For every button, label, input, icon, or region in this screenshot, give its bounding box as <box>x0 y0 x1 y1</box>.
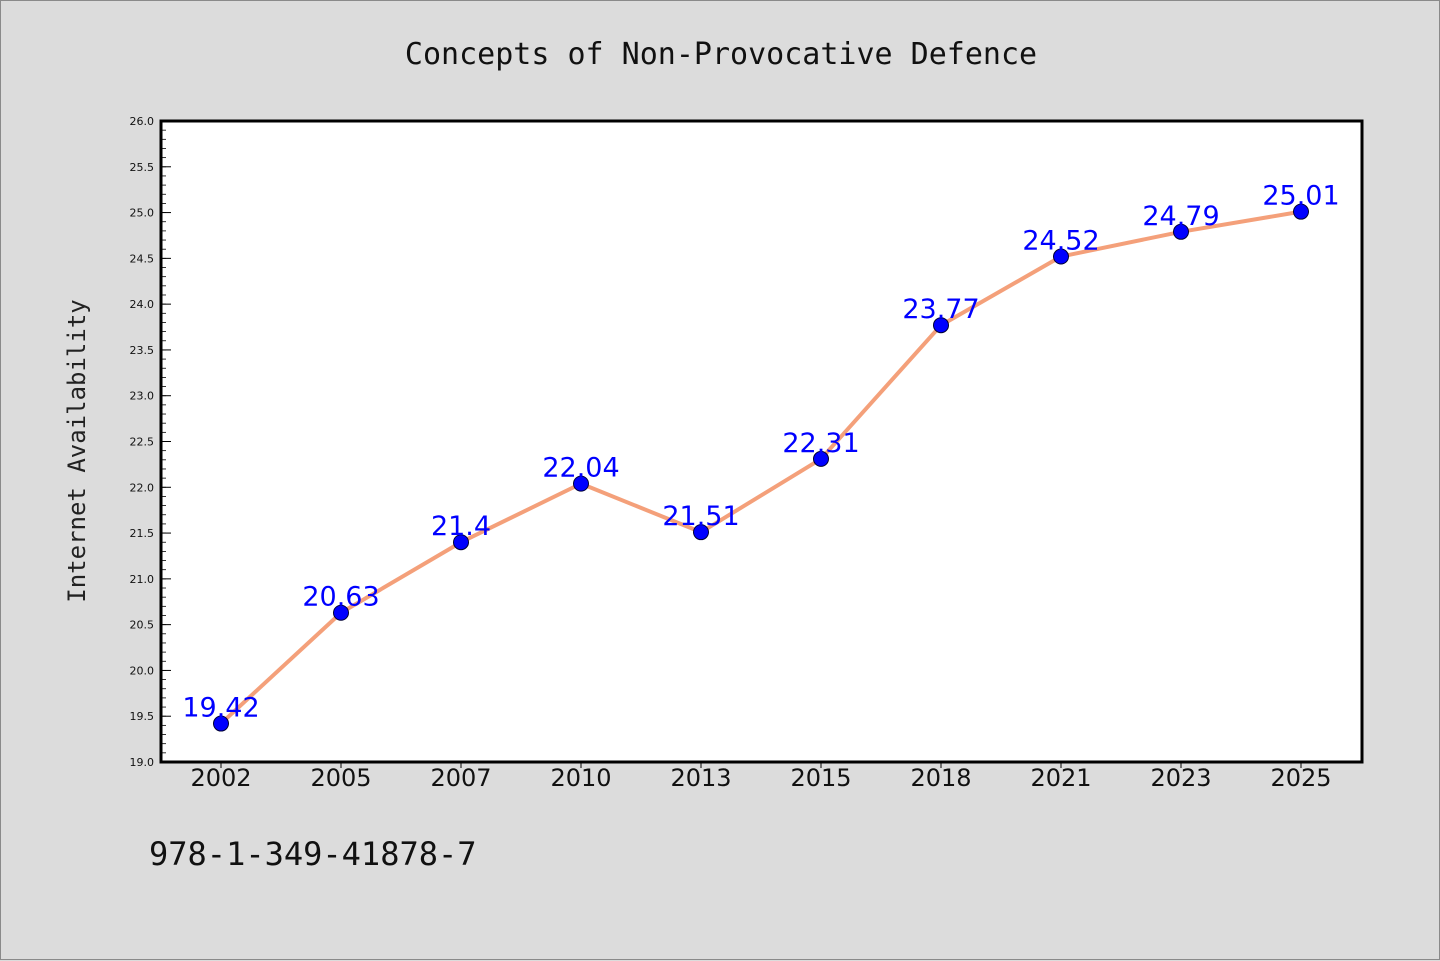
isbn-footer: 978-1-349-41878-7 <box>149 835 477 873</box>
series-line <box>219 209 1303 726</box>
y-tick-label: 22.5 <box>130 436 155 449</box>
data-label: 24.52 <box>1022 226 1099 257</box>
y-tick-label: 25.0 <box>130 207 155 220</box>
y-tick-label: 26.0 <box>130 115 155 128</box>
x-tick-label: 2025 <box>1270 764 1331 792</box>
data-point <box>693 524 709 541</box>
plot-area <box>159 119 1364 764</box>
y-tick-label: 24.0 <box>130 298 155 311</box>
y-tick-label: 23.5 <box>130 344 155 357</box>
data-point <box>1053 248 1069 265</box>
x-tick-label: 2018 <box>910 764 971 792</box>
y-tick-label: 21.0 <box>130 573 155 586</box>
x-tick-label: 2007 <box>430 764 491 792</box>
x-tick-label: 2015 <box>790 764 851 792</box>
y-tick-label: 20.5 <box>130 619 155 632</box>
data-point <box>573 475 589 492</box>
data-label: 23.77 <box>902 294 979 325</box>
series-layer: 19.42 20.63 21.4 22.04 21.51 22.31 23.77 24.52 2… <box>182 181 1340 732</box>
data-label: 25.01 <box>1262 181 1339 212</box>
x-tick-label: 2010 <box>550 764 611 792</box>
data-label: 22.31 <box>782 428 859 459</box>
data-label: 21.51 <box>662 501 739 532</box>
y-tick-label: 20.0 <box>130 664 155 677</box>
x-tick-label: 2023 <box>1150 764 1211 792</box>
chart-title: Concepts of Non-Provocative Defence <box>405 37 1037 72</box>
x-tick-label: 2005 <box>310 764 371 792</box>
y-tick-label: 23.0 <box>130 390 155 403</box>
data-point <box>933 317 949 334</box>
y-axis-label: Internet Availability <box>63 299 91 602</box>
x-axis: 2002 2005 2007 2010 2013 2015 2018 2021 2023 2025 <box>190 762 1332 792</box>
data-point <box>333 604 349 621</box>
x-tick-label: 2002 <box>190 764 251 792</box>
y-axis: 19.0 19.5 20.0 20.5 21.0 21.5 22.0 22.5 23.0 23.5… <box>130 115 171 769</box>
x-tick-label: 2021 <box>1030 764 1091 792</box>
y-tick-label: 19.0 <box>130 756 155 769</box>
data-label: 24.79 <box>1142 201 1219 232</box>
data-point <box>213 715 229 732</box>
y-tick-label: 24.5 <box>130 252 155 265</box>
data-point <box>453 534 469 551</box>
data-label: 22.04 <box>542 453 619 484</box>
data-label: 21.4 <box>431 511 491 542</box>
y-tick-label: 25.5 <box>130 161 155 174</box>
data-point <box>813 450 829 467</box>
data-point <box>1173 223 1189 240</box>
y-tick-label: 19.5 <box>130 710 155 723</box>
data-point <box>1293 203 1309 220</box>
y-tick-label: 22.0 <box>130 481 155 494</box>
data-label: 20.63 <box>302 582 379 613</box>
x-tick-label: 2013 <box>670 764 731 792</box>
data-label: 19.42 <box>182 693 259 724</box>
y-tick-label: 21.5 <box>130 527 155 540</box>
